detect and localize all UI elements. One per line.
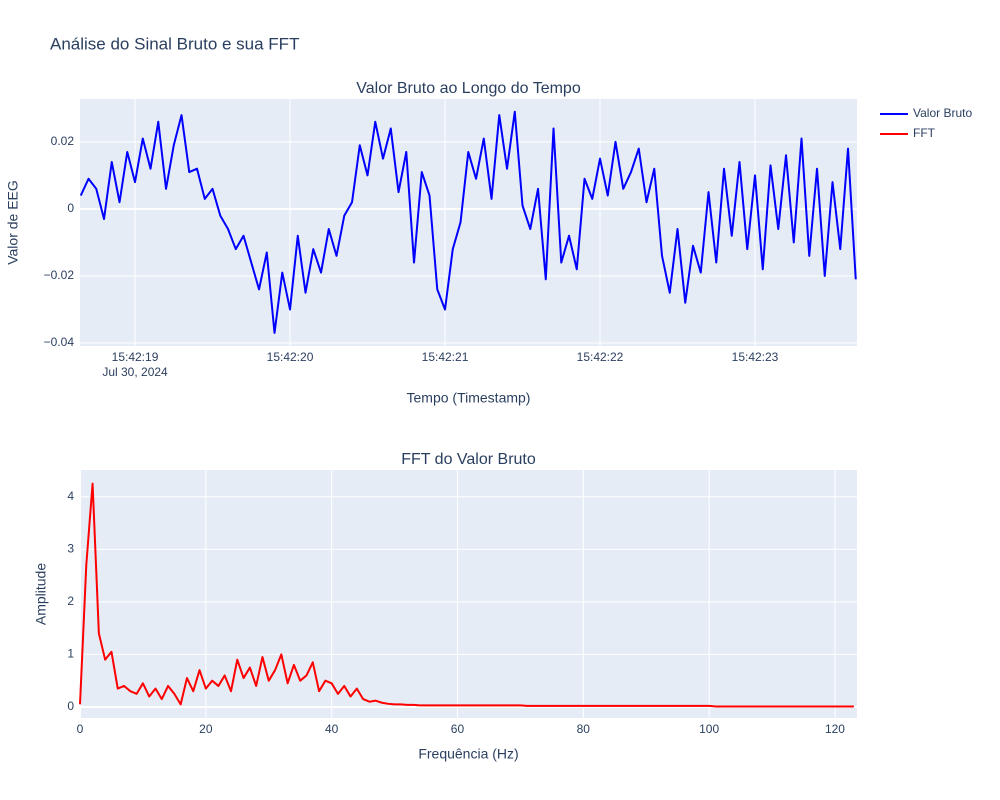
x-axis-title: Tempo (Timestamp) (407, 390, 531, 406)
x-tick-label: 120 (825, 722, 845, 736)
subplot-title: Valor Bruto ao Longo do Tempo (356, 80, 581, 97)
plot-area (80, 470, 857, 718)
x-tick-label: 15:42:19 (112, 350, 159, 364)
y-tick-label: 4 (67, 489, 74, 503)
legend-label: FFT (913, 126, 936, 140)
x-tick-label: 15:42:23 (732, 350, 779, 364)
y-tick-label: −0.02 (44, 268, 75, 282)
x-tick-label: 20 (199, 722, 213, 736)
y-tick-label: 2 (67, 594, 74, 608)
x-tick-label: 0 (77, 722, 84, 736)
y-tick-label: 3 (67, 542, 74, 556)
plot-area (80, 99, 857, 346)
x-date-label: Jul 30, 2024 (102, 365, 168, 379)
y-tick-label: −0.04 (44, 335, 75, 349)
x-tick-label: 40 (325, 722, 339, 736)
x-tick-label: 100 (699, 722, 719, 736)
y-tick-label: 0 (67, 201, 74, 215)
x-tick-label: 15:42:21 (422, 350, 469, 364)
y-axis-title: Valor de EEG (5, 180, 21, 265)
figure-title: Análise do Sinal Bruto e sua FFT (50, 34, 299, 53)
legend-label: Valor Bruto (913, 106, 972, 120)
x-tick-label: 15:42:20 (267, 350, 314, 364)
y-axis-title: Amplitude (33, 563, 49, 625)
x-tick-label: 60 (451, 722, 465, 736)
data-line (79, 482, 854, 708)
x-tick-label: 15:42:22 (577, 350, 624, 364)
x-axis-title: Frequência (Hz) (418, 746, 518, 762)
y-tick-label: 1 (67, 647, 74, 661)
y-tick-label: 0 (67, 699, 74, 713)
data-line (79, 110, 857, 334)
subplot-title: FFT do Valor Bruto (401, 451, 536, 468)
y-tick-label: 0.02 (51, 134, 75, 148)
x-tick-label: 80 (577, 722, 591, 736)
